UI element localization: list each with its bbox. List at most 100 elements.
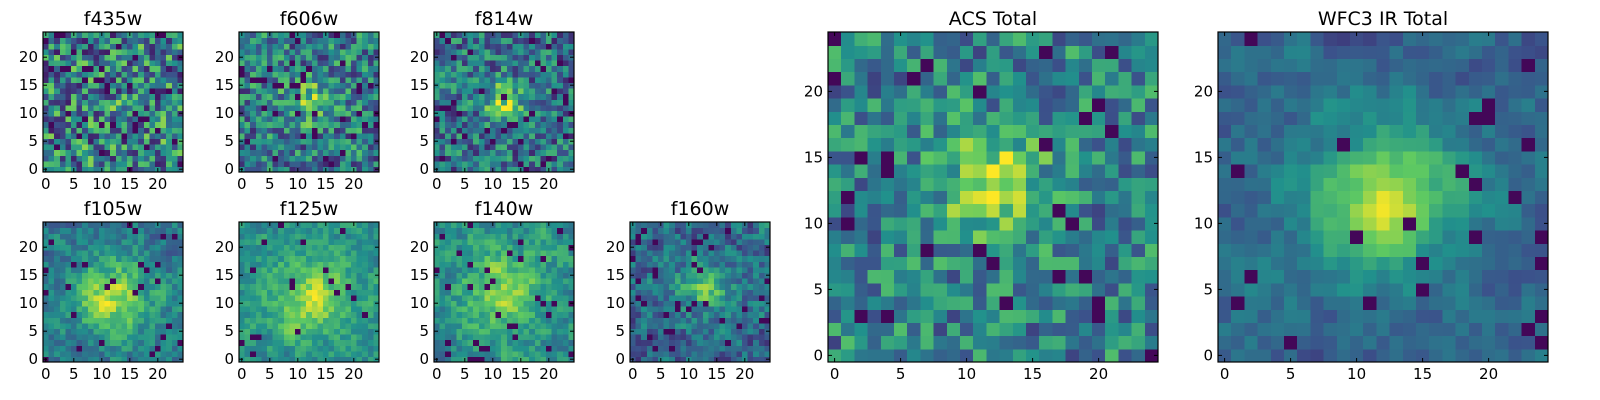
heatmap-cell bbox=[439, 144, 446, 151]
heatmap-cell bbox=[244, 289, 251, 296]
heatmap-cell bbox=[1144, 177, 1159, 191]
heatmap-cell bbox=[462, 138, 469, 145]
heatmap-cell bbox=[686, 261, 693, 268]
heatmap-cell bbox=[646, 350, 653, 357]
heatmap-cell bbox=[1026, 296, 1040, 310]
heatmap-cell bbox=[933, 150, 948, 165]
heatmap-cell bbox=[490, 283, 497, 290]
heatmap-cell bbox=[478, 250, 485, 257]
heatmap-cell bbox=[506, 266, 513, 273]
heatmap-cell bbox=[506, 233, 513, 240]
heatmap-cell bbox=[155, 37, 162, 44]
heatmap-cell bbox=[300, 294, 307, 301]
heatmap-cell bbox=[87, 76, 94, 83]
heatmap-cell bbox=[317, 272, 324, 279]
heatmap-cell bbox=[351, 233, 358, 240]
heatmap-cell bbox=[529, 138, 536, 145]
heatmap-cell bbox=[110, 54, 117, 61]
x-tick-label: 15 bbox=[707, 365, 726, 383]
heatmap-cell bbox=[339, 222, 346, 229]
heatmap-cell bbox=[467, 334, 474, 341]
heatmap-cell bbox=[87, 160, 94, 167]
heatmap-cell bbox=[160, 350, 167, 357]
heatmap-cell bbox=[462, 93, 469, 100]
heatmap-cell bbox=[529, 43, 536, 50]
heatmap-cell bbox=[323, 37, 330, 44]
heatmap-cell bbox=[680, 334, 687, 341]
heatmap-cell bbox=[250, 149, 257, 156]
heatmap-cell bbox=[48, 345, 55, 352]
heatmap-cell bbox=[367, 104, 374, 111]
heatmap-cell bbox=[239, 289, 246, 296]
heatmap-cell bbox=[59, 300, 66, 307]
heatmap-cell bbox=[138, 339, 145, 346]
heatmap-cell bbox=[143, 110, 150, 117]
heatmap-cell bbox=[138, 317, 145, 324]
heatmap-cell bbox=[691, 345, 698, 352]
heatmap-cell bbox=[562, 32, 569, 39]
heatmap-cell bbox=[362, 334, 369, 341]
heatmap-cell bbox=[289, 222, 296, 229]
heatmap-cell bbox=[345, 60, 352, 67]
heatmap-cell bbox=[93, 322, 100, 329]
heatmap-cell bbox=[138, 322, 145, 329]
heatmap-cell bbox=[323, 233, 330, 240]
heatmap-cell bbox=[484, 238, 491, 245]
heatmap-cell bbox=[691, 266, 698, 273]
heatmap-cell bbox=[854, 177, 869, 191]
heatmap-cell bbox=[445, 306, 452, 313]
heatmap-cell bbox=[518, 110, 525, 117]
heatmap-cell bbox=[306, 93, 313, 100]
heatmap-cell bbox=[529, 345, 536, 352]
heatmap-cell bbox=[110, 306, 117, 313]
heatmap-cell bbox=[663, 328, 670, 335]
heatmap-cell bbox=[551, 71, 558, 78]
heatmap-cell bbox=[373, 294, 380, 301]
heatmap-cell bbox=[445, 104, 452, 111]
heatmap-cell bbox=[351, 43, 358, 50]
heatmap-cell bbox=[529, 166, 536, 173]
heatmap-cell bbox=[149, 334, 156, 341]
heatmap-cell bbox=[110, 238, 117, 245]
heatmap-cell bbox=[250, 37, 257, 44]
heatmap-cell bbox=[328, 278, 335, 285]
heatmap-cell bbox=[708, 317, 715, 324]
heatmap-cell bbox=[138, 48, 145, 55]
heatmap-cell bbox=[708, 233, 715, 240]
heatmap-cell bbox=[104, 294, 111, 301]
heatmap-cell bbox=[328, 110, 335, 117]
heatmap-cell bbox=[546, 233, 553, 240]
heatmap-cell bbox=[149, 132, 156, 139]
heatmap-cell bbox=[907, 309, 921, 323]
heatmap-cell bbox=[1039, 164, 1053, 178]
heatmap-cell bbox=[311, 278, 318, 285]
heatmap-cell bbox=[867, 309, 882, 323]
heatmap-cell bbox=[356, 138, 363, 145]
heatmap-cell bbox=[110, 272, 117, 279]
heatmap-cell bbox=[674, 356, 681, 363]
heatmap-cell bbox=[641, 289, 648, 296]
heatmap-cell bbox=[1144, 243, 1159, 257]
heatmap-cell bbox=[1078, 322, 1093, 337]
heatmap-cell bbox=[501, 266, 508, 273]
heatmap-cell bbox=[59, 328, 66, 335]
heatmap-cell bbox=[518, 317, 525, 324]
heatmap-cell bbox=[104, 43, 111, 50]
heatmap-cell bbox=[289, 356, 296, 363]
heatmap-cell bbox=[311, 311, 318, 318]
heatmap-cell bbox=[76, 322, 83, 329]
axes-frame bbox=[433, 221, 575, 363]
heatmap-cell bbox=[87, 110, 94, 117]
heatmap-cell bbox=[920, 309, 935, 323]
heatmap-cell bbox=[702, 328, 709, 335]
heatmap-cell bbox=[540, 138, 547, 145]
heatmap-cell bbox=[523, 233, 530, 240]
heatmap-cell bbox=[272, 261, 279, 268]
heatmap-cell bbox=[490, 110, 497, 117]
heatmap-cell bbox=[367, 244, 374, 251]
heatmap-cell bbox=[65, 88, 72, 95]
heatmap-cell bbox=[434, 144, 441, 151]
heatmap-cell bbox=[501, 300, 508, 307]
heatmap-cell bbox=[557, 110, 564, 117]
heatmap-cell bbox=[512, 334, 519, 341]
